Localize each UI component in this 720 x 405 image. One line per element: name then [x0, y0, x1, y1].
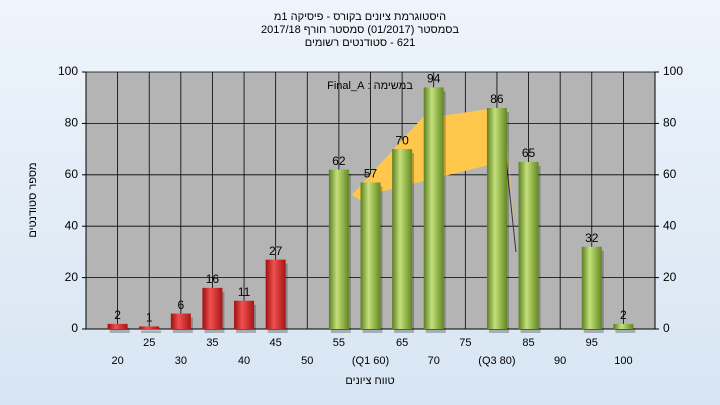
bar — [107, 323, 128, 329]
x-tick-label: 30 — [175, 355, 187, 367]
x-tick-label: 75 — [459, 337, 471, 349]
bar-shadow — [615, 327, 636, 333]
x-tick-label: 20 — [111, 355, 123, 367]
y2-tick-label: 100 — [663, 64, 683, 78]
bar — [170, 313, 191, 329]
data-label: 70 — [395, 133, 409, 147]
annotation: במשימה : Final_A — [327, 80, 413, 92]
data-label: 62 — [332, 154, 346, 168]
y2-tick-label: 0 — [663, 321, 670, 335]
data-label: 65 — [522, 146, 536, 160]
x-tick-label: 65 — [396, 337, 408, 349]
chart-subtitle: 621 - סטודנטים רשומים — [305, 37, 416, 49]
bar — [392, 149, 413, 329]
bar — [234, 300, 255, 329]
quartile-area — [352, 108, 516, 252]
data-label: 27 — [269, 244, 283, 258]
x-tick-label: 25 — [143, 337, 155, 349]
bar — [202, 287, 223, 329]
x-tick-label: 40 — [238, 355, 250, 367]
x-tick-label: (Q3 80) — [478, 355, 515, 367]
data-label: 16 — [206, 272, 220, 286]
bar — [486, 107, 507, 329]
y-tick-label: 80 — [65, 116, 79, 130]
data-label: 2 — [114, 308, 121, 322]
bar — [613, 323, 634, 329]
x-tick-label: (Q1 60) — [352, 355, 389, 367]
bar — [423, 87, 444, 329]
y2-tick-label: 80 — [663, 116, 677, 130]
bar-shadow — [109, 327, 130, 333]
x-tick-label: 95 — [586, 337, 598, 349]
x-tick-label: 100 — [614, 355, 632, 367]
bar — [360, 182, 381, 329]
data-label: 1 — [146, 311, 153, 325]
data-label: 11 — [238, 285, 251, 299]
bar — [328, 169, 349, 329]
bar — [139, 326, 160, 329]
y2-tick-label: 40 — [663, 218, 677, 232]
data-label: 86 — [490, 92, 504, 106]
data-label: 94 — [427, 72, 441, 86]
y-tick-label: 100 — [58, 64, 78, 78]
y-tick-label: 20 — [65, 270, 79, 284]
y-tick-label: 0 — [71, 321, 78, 335]
y-axis-label: מספר סטודנטים — [27, 162, 39, 237]
x-tick-label: 55 — [333, 337, 345, 349]
data-label: 32 — [585, 231, 599, 245]
y2-tick-label: 20 — [663, 270, 677, 284]
chart-title: היסטוגרמת ציונים בקורס - פיסיקה 1מ — [274, 11, 446, 23]
chart-subtitle: בסמסטר (01/2017) סמסטר חורף 2017/18 — [261, 24, 459, 36]
y2-tick-label: 60 — [663, 167, 677, 181]
x-tick-label: 35 — [206, 337, 218, 349]
bar-shadow — [141, 330, 162, 333]
y-tick-label: 60 — [65, 167, 79, 181]
bar — [581, 246, 602, 329]
data-label: 2 — [620, 308, 627, 322]
x-tick-label: 50 — [301, 355, 313, 367]
bar — [518, 161, 539, 329]
x-tick-label: 90 — [554, 355, 566, 367]
y-tick-label: 40 — [65, 218, 79, 232]
x-tick-label: 70 — [428, 355, 440, 367]
data-label: 57 — [364, 167, 378, 181]
x-tick-label: 45 — [270, 337, 282, 349]
x-axis-label: טווח ציונים — [345, 375, 394, 387]
bar — [265, 259, 286, 329]
x-tick-label: 85 — [522, 337, 534, 349]
data-label: 6 — [177, 298, 184, 312]
